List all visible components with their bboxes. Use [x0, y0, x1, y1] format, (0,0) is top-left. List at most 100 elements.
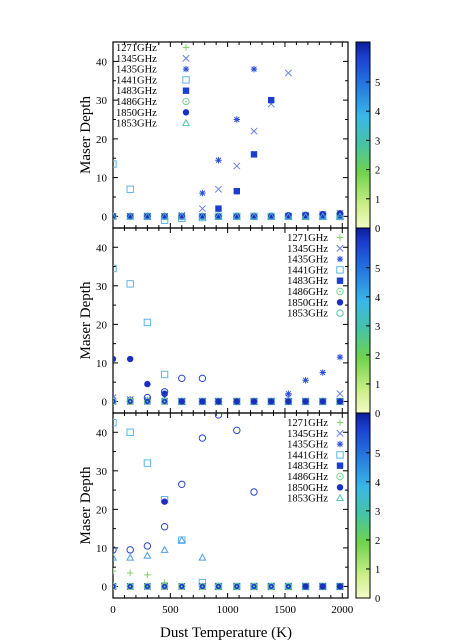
legend-label: 1441GHz	[287, 450, 328, 461]
point-1441ghz	[160, 370, 169, 379]
point-1850ghz	[336, 583, 344, 590]
colorbar-tick-label: 4	[375, 107, 381, 118]
colorbar-tick-label: 0	[375, 409, 380, 420]
point-1850ghz	[126, 213, 134, 220]
legend-marker	[336, 440, 344, 448]
point-1853ghz	[126, 212, 135, 220]
y-tick-label: 40	[96, 242, 108, 254]
point-1850ghz	[215, 398, 222, 405]
colorbar-tick-label: 4	[375, 293, 381, 304]
point-series8	[178, 480, 186, 489]
point-1486ghz	[160, 397, 169, 406]
colorbar-tick-label: 3	[375, 507, 380, 518]
point-1853ghz	[318, 212, 327, 220]
point-1483ghz	[113, 583, 117, 590]
point-1435ghz	[233, 116, 241, 123]
point-1441ghz	[113, 418, 117, 427]
legend-label: 1850GHz	[287, 483, 328, 494]
y-tick-label: 20	[96, 134, 108, 146]
point-1853ghz	[143, 551, 152, 559]
legend-marker	[336, 277, 344, 284]
point-1850ghz	[144, 213, 151, 220]
colorbar: 0 1 2 3 4 5	[355, 41, 381, 235]
point-1435ghz	[215, 156, 222, 164]
point-1850ghz	[161, 498, 168, 505]
point-series8	[250, 488, 258, 496]
point-1850ghz	[250, 398, 258, 405]
point-1435ghz	[199, 189, 206, 197]
point-1853ghz	[177, 212, 186, 220]
point-1853ghz	[160, 545, 169, 553]
colorbar-tick-label: 3	[375, 136, 380, 147]
point-1345ghz	[198, 205, 206, 213]
colorbar-tick-label: 1	[375, 195, 380, 206]
legend-marker	[336, 451, 344, 459]
legend-label: 1345GHz	[116, 54, 157, 65]
point-1850ghz	[113, 355, 117, 363]
legend-marker	[336, 255, 344, 263]
point-1435ghz	[285, 390, 292, 397]
point-1850ghz	[319, 398, 326, 405]
legend-marker	[336, 244, 344, 252]
legend-label: 1850GHz	[116, 108, 157, 119]
point-series8	[214, 413, 223, 419]
x-tick-label: 1500	[274, 604, 297, 616]
legend-label: 1483GHz	[287, 461, 328, 472]
legend-marker	[182, 87, 190, 94]
y-tick-label: 40	[96, 56, 108, 68]
point-1486ghz	[214, 582, 223, 591]
y-tick-label: 40	[96, 427, 108, 439]
legend-label: 1483GHz	[287, 276, 328, 287]
legend-label: 1271GHz	[287, 418, 328, 429]
point-series8	[233, 426, 241, 435]
y-tick-label: 0	[102, 211, 108, 223]
legend-marker	[336, 287, 344, 296]
x-tick-label: 1000	[217, 604, 240, 616]
point-1850ghz	[302, 398, 309, 405]
colorbar-tick-label: 5	[375, 78, 380, 89]
plot-frame	[112, 412, 349, 599]
point-1850ghz	[126, 355, 134, 363]
point-1850ghz	[178, 398, 185, 405]
legend-marker	[181, 118, 191, 127]
legend: 1271GHz1345GHz1435GHz1441GHz1483GHz1486G…	[287, 233, 344, 320]
y-tick-label: 0	[102, 581, 108, 593]
point-1441ghz	[113, 264, 117, 273]
legend-label: 1853GHz	[287, 309, 328, 320]
legend-marker	[336, 266, 344, 274]
legend-marker	[182, 97, 190, 106]
point-1850ghz	[199, 213, 206, 220]
point-1483ghz	[250, 151, 258, 158]
y-tick-label: 30	[96, 95, 108, 107]
point-1435ghz	[319, 369, 326, 376]
point-1486ghz	[113, 397, 117, 406]
point-1850ghz	[302, 583, 309, 590]
legend-marker	[336, 429, 344, 437]
point-1850ghz	[250, 213, 258, 220]
point-1345ghz	[233, 162, 241, 170]
y-tick-label: 20	[96, 319, 108, 331]
legend-marker	[182, 76, 190, 84]
colorbar-tick-label: 1	[375, 380, 380, 391]
colorbar-tick-label: 2	[375, 351, 380, 362]
point-1850ghz	[233, 213, 241, 220]
legend-label: 1345GHz	[287, 244, 328, 255]
legend-label: 1435GHz	[287, 440, 328, 451]
legend-label: 1345GHz	[287, 429, 328, 440]
point-1486ghz	[160, 582, 169, 591]
y-tick-label: 0	[102, 396, 108, 408]
colorbar-tick-label: 2	[375, 166, 380, 177]
point-1486ghz	[284, 582, 293, 591]
point-1853ghz	[267, 212, 276, 220]
colorbar-tick-label: 4	[375, 478, 381, 489]
data-points	[113, 264, 344, 406]
point-1853ghz	[198, 212, 207, 220]
point-1850ghz	[178, 213, 185, 220]
point-1483ghz	[233, 187, 241, 195]
legend-marker	[336, 472, 344, 481]
point-1853ghz	[335, 212, 345, 220]
legend-marker	[336, 484, 344, 491]
